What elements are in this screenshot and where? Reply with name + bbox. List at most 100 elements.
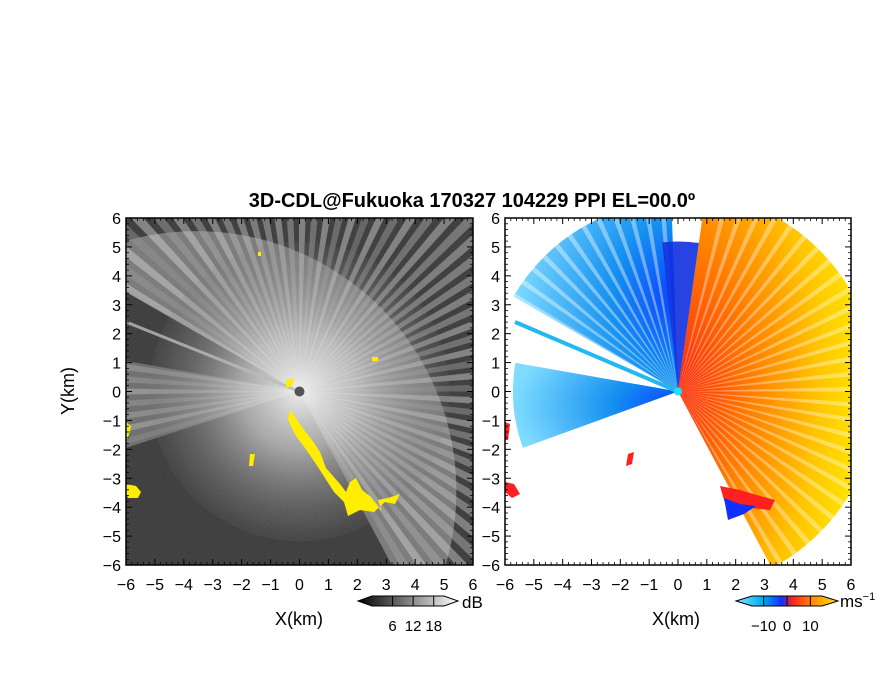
left-panel-image bbox=[126, 218, 473, 565]
y-tick-label: −5 bbox=[482, 529, 500, 546]
colorbar-tick-label: −10 bbox=[751, 618, 776, 635]
clutter-patch bbox=[372, 357, 378, 361]
x-tick-label: −3 bbox=[582, 577, 600, 594]
velocity-ray bbox=[678, 391, 851, 407]
x-tick-label: −1 bbox=[261, 577, 279, 594]
colorbar-ramp bbox=[356, 595, 460, 607]
x-tick-label: 4 bbox=[789, 577, 798, 594]
colorbar-tick-label: 6 bbox=[388, 618, 396, 635]
colorbar-tick-label: 0 bbox=[783, 618, 791, 635]
velocity-ray bbox=[513, 362, 678, 448]
velocity-ray bbox=[581, 225, 678, 392]
velocity-ray bbox=[554, 243, 678, 392]
velocity-ray bbox=[678, 224, 793, 392]
colorbar-tick-label: 10 bbox=[802, 618, 819, 635]
cyan-spoke bbox=[514, 320, 679, 394]
right-panel: −6 −5 −4 −3 −2 −1 0 1 2 3 4 5 6 6 5 4 3 2 1 0 −1 −2 −3 −4 −5 −6 bbox=[482, 211, 856, 594]
y-tick-label: 1 bbox=[112, 356, 121, 373]
left-colorbar: dB 6 12 18 bbox=[356, 593, 483, 635]
y-tick-label: 2 bbox=[112, 327, 121, 344]
y-tick-label: −3 bbox=[482, 471, 500, 488]
y-tick-label: 2 bbox=[491, 327, 500, 344]
velocity-ray bbox=[629, 218, 678, 392]
velocity-ray bbox=[662, 241, 699, 392]
velocity-ray bbox=[678, 287, 851, 392]
radar-site-marker bbox=[674, 387, 682, 396]
velocity-ray bbox=[678, 391, 845, 507]
clutter-patch bbox=[126, 484, 141, 498]
x-tick-label: 6 bbox=[847, 577, 856, 594]
velocity-ray bbox=[513, 218, 678, 392]
y-tick-label: 0 bbox=[491, 385, 500, 402]
velocity-ray bbox=[678, 386, 851, 392]
x-tick-label: 4 bbox=[411, 577, 420, 594]
y-tick-label: 5 bbox=[112, 240, 121, 257]
x-tick-label: 2 bbox=[731, 577, 740, 594]
velocity-ray bbox=[678, 391, 835, 521]
colorbar-unit: ms−1 bbox=[840, 591, 875, 611]
velocity-ray bbox=[678, 272, 842, 392]
clutter-patch bbox=[249, 454, 255, 466]
velocity-ray bbox=[678, 323, 851, 392]
x-tick-label: −6 bbox=[496, 577, 514, 594]
right-velocity-sector bbox=[512, 218, 851, 565]
velocity-ray bbox=[678, 391, 797, 556]
velocity-ray bbox=[542, 254, 678, 392]
y-tick-label: 4 bbox=[112, 269, 121, 286]
velocity-ray bbox=[678, 258, 832, 392]
x-tick-label: 3 bbox=[382, 577, 391, 594]
y-tick-label: −6 bbox=[482, 558, 500, 575]
y-tick-label: −4 bbox=[103, 500, 121, 517]
right-x-axis-label: X(km) bbox=[652, 609, 700, 629]
velocity-ray bbox=[531, 266, 678, 392]
y-tick-label: 4 bbox=[491, 269, 500, 286]
velocity-ray bbox=[678, 391, 851, 492]
velocity-ray bbox=[678, 246, 820, 392]
velocity-ray bbox=[567, 233, 678, 392]
velocity-ray bbox=[678, 391, 851, 455]
y-tick-label: −2 bbox=[482, 442, 500, 459]
y-tick-label: 6 bbox=[112, 211, 121, 228]
velocity-ray bbox=[678, 218, 851, 565]
right-colorbar: ms−1 −10 0 10 bbox=[734, 591, 875, 635]
clutter-patch bbox=[288, 410, 400, 516]
y-tick-label: −1 bbox=[103, 413, 121, 430]
y-tick-label: −4 bbox=[482, 500, 500, 517]
x-tick-label: −2 bbox=[233, 577, 251, 594]
x-tick-label: 6 bbox=[469, 577, 478, 594]
chart-title: 3D-CDL@Fukuoka 170327 104229 PPI EL=00.0… bbox=[249, 190, 695, 212]
velocity-ray bbox=[521, 279, 678, 392]
velocity-ray bbox=[596, 218, 678, 392]
unit-exponent: −1 bbox=[863, 591, 876, 603]
left-x-axis-label: X(km) bbox=[275, 609, 323, 629]
edge-return-patch bbox=[505, 482, 520, 498]
x-tick-label: −6 bbox=[117, 577, 135, 594]
x-tick-label: −5 bbox=[525, 577, 543, 594]
velocity-ray bbox=[613, 218, 678, 392]
x-tick-label: −4 bbox=[175, 577, 193, 594]
edge-return-patch bbox=[626, 452, 634, 466]
y-tick-label: −3 bbox=[103, 471, 121, 488]
x-tick-label: 5 bbox=[818, 577, 827, 594]
x-tick-label: −5 bbox=[146, 577, 164, 594]
x-tick-label: −4 bbox=[554, 577, 572, 594]
velocity-ray bbox=[512, 293, 678, 392]
y-tick-label: 5 bbox=[491, 240, 500, 257]
velocity-ray bbox=[678, 340, 851, 392]
velocity-ray bbox=[678, 391, 824, 533]
right-edge-returns bbox=[505, 422, 775, 520]
unit-base: ms bbox=[840, 592, 863, 611]
clutter-patch bbox=[258, 252, 261, 256]
velocity-ray bbox=[678, 218, 742, 392]
left-clutter bbox=[126, 252, 400, 516]
clutter-patch bbox=[286, 378, 294, 388]
right-panel-image bbox=[505, 218, 851, 565]
y-tick-label: 3 bbox=[112, 298, 121, 315]
edge-return-patch bbox=[724, 498, 756, 520]
left-axes: −6 −5 −4 −3 −2 −1 0 1 2 3 4 5 6 6 5 4 3 2 1 0 −1 −2 −3 −4 −5 −6 bbox=[103, 211, 478, 594]
left-panel: −6 −5 −4 −3 −2 −1 0 1 2 3 4 5 6 6 5 4 3 2 1 0 −1 −2 −3 −4 −5 −6 bbox=[103, 211, 478, 594]
x-tick-label: 2 bbox=[353, 577, 362, 594]
velocity-ray bbox=[678, 391, 783, 565]
x-tick-label: −2 bbox=[611, 577, 629, 594]
